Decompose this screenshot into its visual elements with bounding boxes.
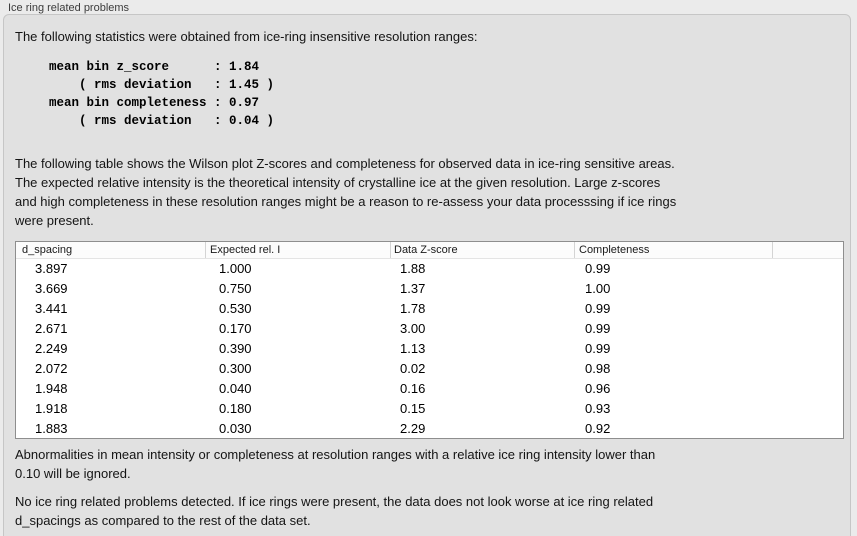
table-row[interactable]: 2.671 0.170 3.00 0.99 — [16, 319, 843, 339]
table-cell: 2.249 — [35, 341, 68, 356]
column-header-expected-rel-i[interactable]: Expected rel. I — [205, 242, 390, 258]
table-row[interactable]: 2.072 0.300 0.02 0.98 — [16, 359, 843, 379]
table-cell: 1.78 — [400, 301, 426, 316]
table-header-row: d_spacing Expected rel. I Data Z-score Comp… — [16, 242, 843, 259]
table-cell: 3.897 — [35, 261, 68, 276]
table-row[interactable]: 1.948 0.040 0.16 0.96 — [16, 379, 843, 399]
table-cell: 0.92 — [585, 421, 611, 436]
table-cell: 0.99 — [585, 261, 611, 276]
column-header-filler — [772, 242, 843, 258]
table-cell: 3.441 — [35, 301, 68, 316]
column-header-completeness[interactable]: Completeness — [574, 242, 772, 258]
table-row[interactable]: 1.918 0.180 0.15 0.93 — [16, 399, 843, 419]
table-row[interactable]: 1.883 0.030 2.29 0.92 — [16, 419, 843, 438]
conclusion-text: No ice ring related problems detected. I… — [15, 494, 654, 528]
table-cell: 1.88 — [400, 261, 426, 276]
table-cell: 1.000 — [219, 261, 252, 276]
table-cell: 1.918 — [35, 401, 68, 416]
table-cell: 1.883 — [35, 421, 68, 436]
table-cell: 3.669 — [35, 281, 68, 296]
table-cell: 0.170 — [219, 321, 252, 336]
ice-ring-table[interactable]: d_spacing Expected rel. I Data Z-score Comp… — [15, 241, 844, 439]
table-cell: 0.15 — [400, 401, 426, 416]
table-cell: 3.00 — [400, 321, 426, 336]
table-cell: 1.948 — [35, 381, 68, 396]
table-cell: 0.180 — [219, 401, 252, 416]
table-cell: 1.13 — [400, 341, 426, 356]
table-cell: 1.37 — [400, 281, 426, 296]
panel-title: Ice ring related problems — [8, 2, 130, 14]
table-cell: 0.99 — [585, 321, 611, 336]
table-cell: 2.29 — [400, 421, 426, 436]
table-cell: 0.16 — [400, 381, 426, 396]
column-header-data-z-score[interactable]: Data Z-score — [390, 242, 574, 258]
table-row[interactable]: 2.249 0.390 1.13 0.99 — [16, 339, 843, 359]
table-cell: 0.750 — [219, 281, 252, 296]
table-cell: 0.93 — [585, 401, 611, 416]
table-cell: 0.96 — [585, 381, 611, 396]
table-cell: 0.030 — [219, 421, 252, 436]
table-cell: 0.300 — [219, 361, 252, 376]
panel-box: The following statistics were obtained f… — [3, 14, 851, 536]
table-cell: 0.530 — [219, 301, 252, 316]
column-header-d-spacing[interactable]: d_spacing — [22, 244, 73, 256]
table-cell: 0.040 — [219, 381, 252, 396]
table-cell: 2.671 — [35, 321, 68, 336]
table-cell: 0.390 — [219, 341, 252, 356]
table-description-text: The following table shows the Wilson plo… — [15, 156, 677, 228]
table-cell: 0.02 — [400, 361, 426, 376]
table-row[interactable]: 3.897 1.000 1.88 0.99 — [16, 259, 843, 279]
table-body: 3.897 1.000 1.88 0.99 3.669 0.750 1.37 1.00 3.44… — [16, 259, 843, 438]
table-row[interactable]: 3.441 0.530 1.78 0.99 — [16, 299, 843, 319]
stats-intro-text: The following statistics were obtained f… — [15, 29, 478, 44]
stats-summary-block: mean bin z_score : 1.84 ( rms deviation … — [49, 60, 275, 128]
table-cell: 0.99 — [585, 341, 611, 356]
table-cell: 1.00 — [585, 281, 611, 296]
table-cell: 0.99 — [585, 301, 611, 316]
table-cell: 2.072 — [35, 361, 68, 376]
table-row[interactable]: 3.669 0.750 1.37 1.00 — [16, 279, 843, 299]
ignore-note-text: Abnormalities in mean intensity or compl… — [15, 447, 656, 481]
table-cell: 0.98 — [585, 361, 611, 376]
